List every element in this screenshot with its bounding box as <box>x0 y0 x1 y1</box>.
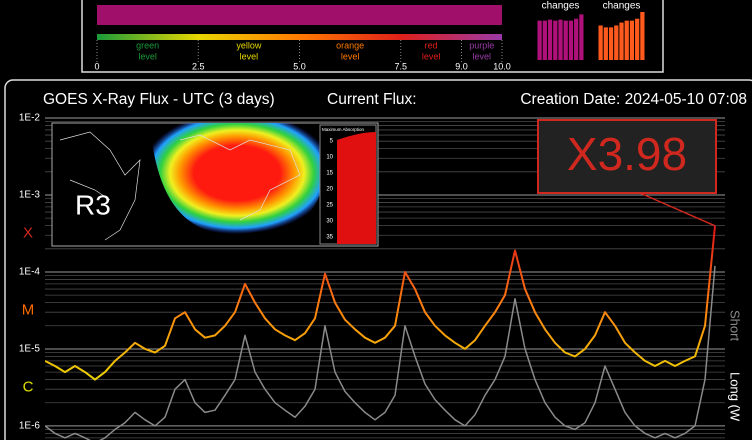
annotation-leader <box>639 192 716 227</box>
annotation-box <box>537 119 717 194</box>
scale-fill <box>337 132 376 244</box>
gauge: 0 2.5 5.0 7.5 9.0 10.0greenlevelyellowlevelor… <box>94 1 645 71</box>
level-name: red <box>425 40 438 50</box>
mini-bar <box>598 25 603 60</box>
chart-title: GOES X-Ray Flux - UTC (3 days) <box>43 91 275 108</box>
mini-bar <box>640 12 645 60</box>
scale-tick-label: 30 <box>326 219 333 225</box>
x-tick-label: 7.5 <box>394 61 407 71</box>
mini-bar <box>624 20 629 60</box>
inset-label: R3 <box>75 189 111 220</box>
x-tick-label: 2.5 <box>192 61 205 71</box>
y-tick-label: 1E-2 <box>19 113 41 124</box>
x-tick-label: 5.0 <box>293 61 306 71</box>
gauge-bar <box>97 5 502 25</box>
level-name: green <box>136 40 159 50</box>
mini-bar <box>568 20 574 60</box>
inset-map: Maximum Absorption R3 <box>51 122 379 247</box>
series-line <box>45 265 716 440</box>
mini-bar <box>542 20 547 60</box>
mini-title: changes <box>542 1 580 12</box>
mini-bar <box>563 20 568 60</box>
y-tick-label: 1E-3 <box>19 190 41 201</box>
x-tick-label: 10.0 <box>493 61 511 71</box>
coastlines <box>59 131 301 241</box>
series-line <box>45 225 716 381</box>
chart-subtitle: Current Flux: <box>327 91 417 108</box>
mini-bar <box>547 19 553 60</box>
mini-bar <box>614 25 619 60</box>
level-word: level <box>341 51 360 61</box>
legend-short: Short <box>728 310 743 341</box>
mini-bar <box>537 20 542 60</box>
level-strip <box>97 34 502 40</box>
level-name: orange <box>336 40 364 50</box>
scale-tick-label: 5 <box>330 139 334 145</box>
level-word: level <box>138 51 157 61</box>
scale-tick-label: 10 <box>326 155 333 161</box>
mini-bar <box>629 20 635 60</box>
annotation-label: X3.98 <box>567 128 687 180</box>
mini-bar <box>635 18 640 60</box>
mini-bar <box>619 22 624 61</box>
legend-long: Long (W <box>728 372 743 422</box>
scale-tick-label: 35 <box>326 235 333 241</box>
y-tick-label: 1E-4 <box>19 267 41 278</box>
mini-bar <box>608 27 614 60</box>
mini-bar <box>558 19 563 60</box>
mini-bar <box>579 14 584 60</box>
mini-bar <box>603 27 608 60</box>
level-word: level <box>240 51 259 61</box>
y-tick-label: 1E-5 <box>19 344 41 355</box>
class-label: M <box>22 301 35 318</box>
x-tick-label: 0 <box>94 61 99 71</box>
level-name: purple <box>469 40 494 50</box>
level-word: level <box>472 51 491 61</box>
plot-area <box>45 225 716 440</box>
y-tick-label: 1E-6 <box>19 421 41 432</box>
scale-tick-label: 25 <box>326 203 333 209</box>
class-label: X <box>23 224 33 241</box>
absorption-zone <box>150 123 325 235</box>
level-word: level <box>422 51 441 61</box>
scale-tick-label: 15 <box>326 171 333 177</box>
creation-date: Creation Date: 2024-05-10 07:08 <box>520 91 747 108</box>
mini-bar <box>553 20 558 60</box>
level-name: yellow <box>236 40 262 50</box>
mini-title: changes <box>603 1 641 12</box>
scale-title: Maximum Absorption <box>322 127 365 132</box>
scale-tick-label: 20 <box>326 187 333 193</box>
class-label: C <box>23 378 34 395</box>
mini-bar <box>574 18 579 60</box>
x-tick-label: 9.0 <box>455 61 468 71</box>
